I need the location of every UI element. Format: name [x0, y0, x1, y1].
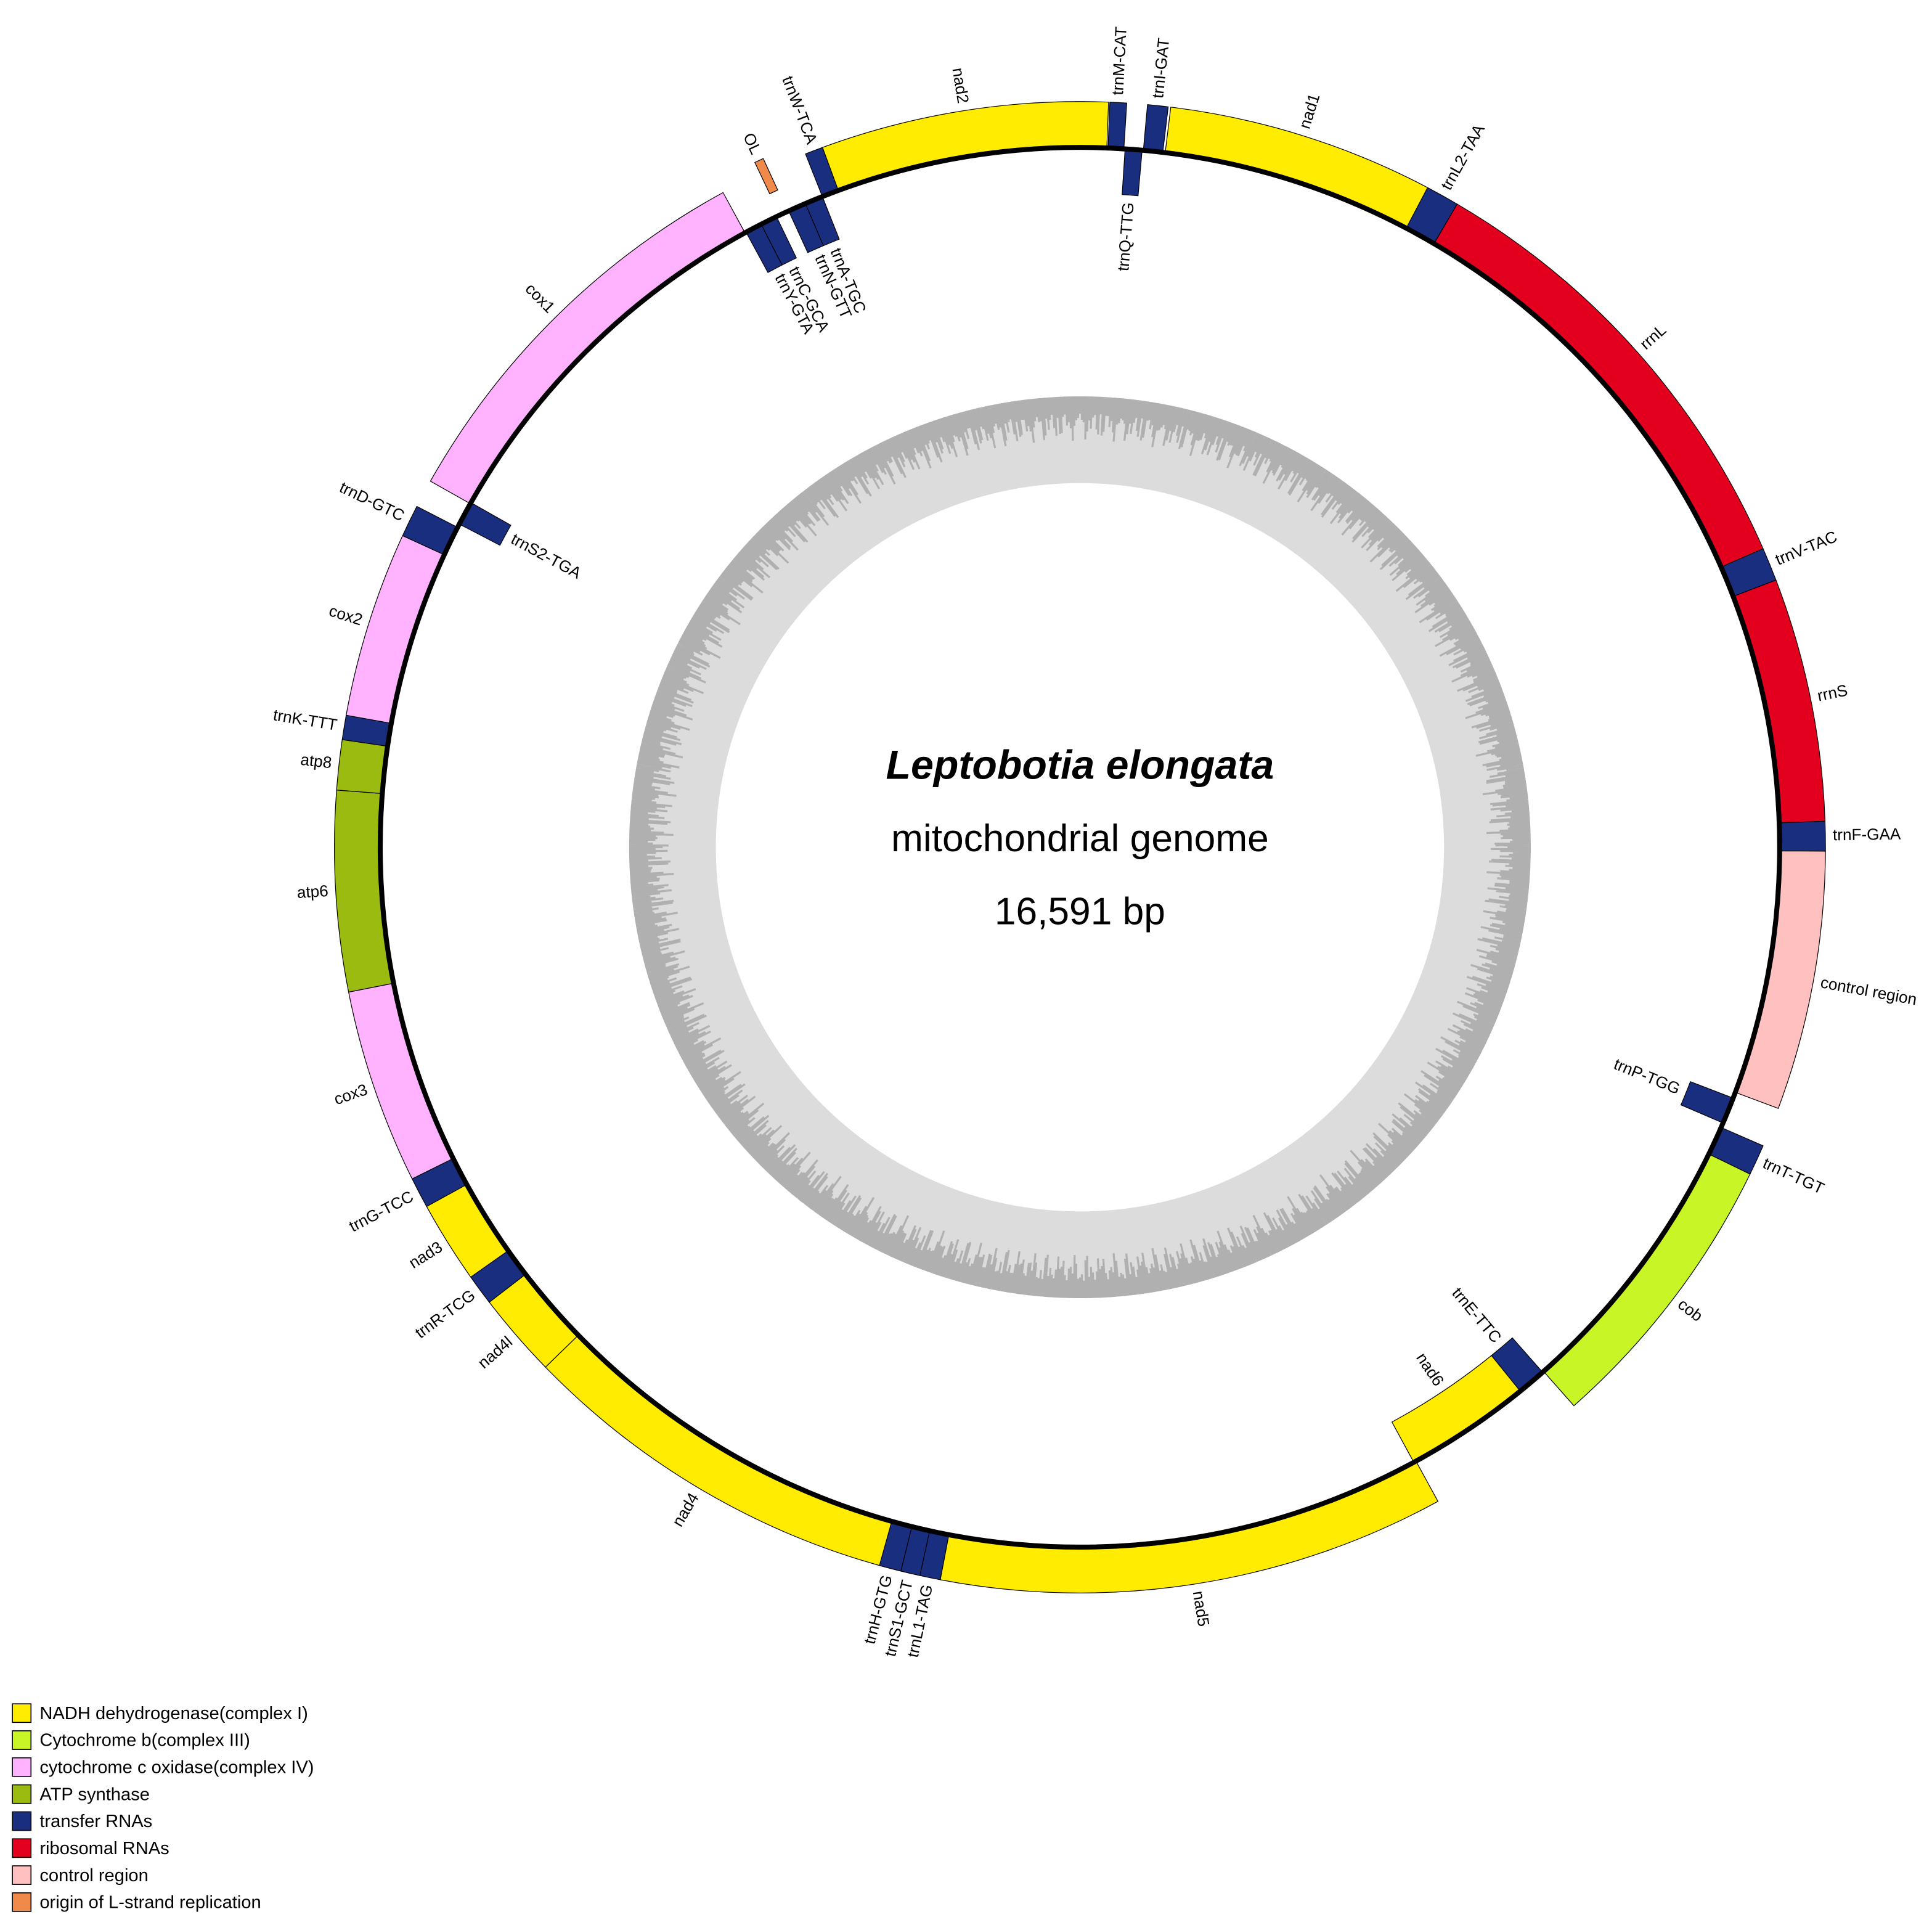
gene-label: atp6 [296, 881, 329, 902]
gene-arc [1544, 1154, 1751, 1407]
legend-swatch [12, 1784, 32, 1804]
gene-label: trnT-TGT [1760, 1154, 1827, 1198]
gene-label: nad1 [1295, 91, 1323, 131]
legend: NADH dehydrogenase(complex I) Cytochrome … [12, 1703, 314, 1913]
gc-content-ring [629, 396, 1531, 1299]
gene-label: OL [740, 130, 765, 157]
gene-arc [939, 1461, 1439, 1593]
legend-swatch [12, 1865, 32, 1885]
gene-label: rrnS [1816, 681, 1849, 705]
gene-arc [336, 739, 387, 794]
legend-swatch [12, 1757, 32, 1777]
legend-swatch [12, 1811, 32, 1831]
gene-arc [1107, 102, 1127, 149]
legend-swatch [12, 1838, 32, 1858]
legend-label: ATP synthase [39, 1784, 150, 1804]
gene-label: trnR-TCG [412, 1286, 479, 1342]
subtitle: mitochondrial genome [891, 817, 1269, 860]
gene-arc [1735, 850, 1826, 1109]
legend-swatch [12, 1703, 32, 1723]
gene-label: rrnL [1636, 321, 1670, 353]
legend-label: control region [39, 1866, 148, 1886]
gene-label: nad6 [1412, 1349, 1448, 1389]
legend-label: ribosomal RNAs [39, 1839, 169, 1858]
gene-label: cox2 [327, 601, 365, 629]
gene-label: trnE-TTC [1448, 1284, 1505, 1346]
gene-arc [754, 158, 778, 195]
gene-track [334, 101, 1826, 1593]
gene-label: trnF-GAA [1833, 825, 1901, 844]
gene-label: atp8 [300, 750, 333, 772]
legend-label: transfer RNAs [39, 1812, 152, 1831]
gene-label: control region [1819, 973, 1918, 1008]
genome-circle [377, 145, 1782, 1550]
gene-label: trnQ-TTG [1114, 202, 1137, 272]
gene-label: trnM-CAT [1108, 26, 1130, 96]
genome-length: 16,591 bp [995, 891, 1165, 933]
gene-label: trnL2-TAA [1437, 121, 1488, 193]
gene-label: trnS2-TGA [508, 529, 584, 582]
legend-swatch [12, 1892, 32, 1912]
gene-arc [1734, 579, 1826, 824]
gene-label: nad4l [474, 1333, 516, 1373]
gene-arc [545, 1335, 892, 1566]
title: Leptobotia elongata [886, 742, 1274, 788]
gene-arc [1434, 203, 1764, 567]
legend-swatch [12, 1730, 32, 1750]
gene-label: nad4 [668, 1489, 702, 1529]
gene-label: trnV-TAC [1772, 527, 1840, 569]
gene-arc [1122, 149, 1143, 197]
legend-label: NADH dehydrogenase(complex I) [39, 1704, 308, 1723]
gene-label: cob [1674, 1294, 1706, 1325]
legend-label: cytochrome c oxidase(complex IV) [39, 1758, 314, 1778]
gene-label: nad5 [1189, 1590, 1213, 1628]
gene-label: cox1 [522, 279, 559, 316]
gene-label: cox3 [332, 1080, 370, 1108]
gene-arc [1780, 820, 1826, 852]
gc-band [629, 396, 1531, 1299]
gene-label: trnW-TCA [778, 73, 821, 147]
gene-label: trnK-TTT [272, 705, 338, 734]
gene-label: trnP-TGG [1612, 1055, 1683, 1098]
gene-arc [1143, 104, 1169, 152]
legend-label: origin of L-strand replication [39, 1893, 261, 1913]
gene-label: trnD-GTC [336, 478, 407, 525]
gene-label: trnG-TCC [346, 1187, 416, 1235]
gene-label: nad3 [406, 1238, 446, 1272]
legend-label: Cytochrome b(complex III) [39, 1731, 250, 1751]
gene-label: nad2 [948, 67, 972, 105]
gene-label: trnI-GAT [1148, 37, 1173, 99]
gc-spikes [629, 396, 1531, 1299]
